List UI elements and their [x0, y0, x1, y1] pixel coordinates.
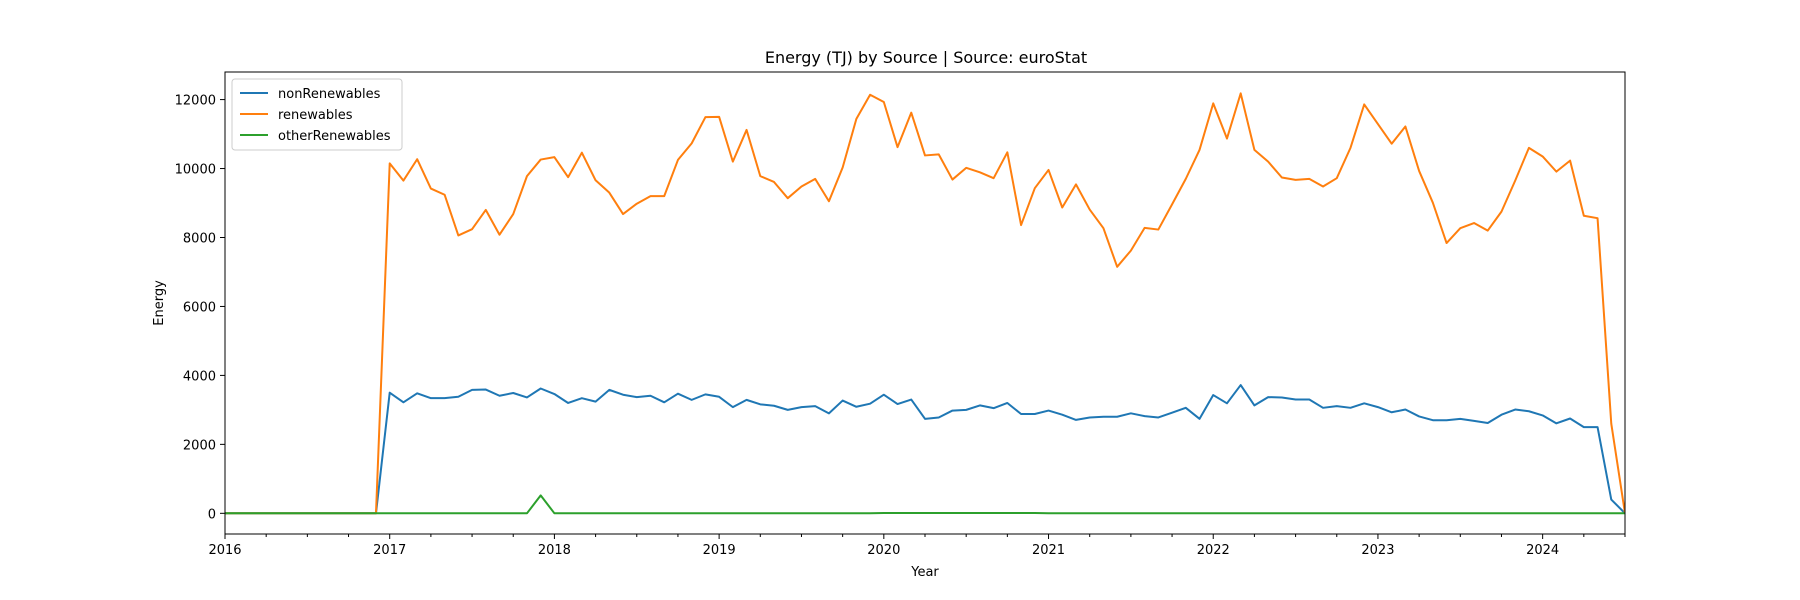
y-axis: 0 2000 4000 6000 8000 10000 12000	[175, 94, 225, 522]
y-tick-label: 0	[208, 507, 216, 522]
series-line-otherRenewables	[225, 494, 1625, 515]
y-tick-label: 12000	[175, 94, 216, 109]
x-tick-label: 2018	[538, 543, 571, 558]
x-tick-label: 2020	[867, 543, 900, 558]
y-tick-label: 2000	[183, 438, 216, 453]
y-tick-label: 4000	[183, 369, 216, 384]
plot-area	[225, 92, 1625, 515]
x-tick-label: 2017	[373, 543, 406, 558]
y-tick-label: 6000	[183, 300, 216, 315]
series-line-renewables	[225, 92, 1625, 515]
legend-box	[231, 78, 403, 151]
legend-label-otherRenewables: otherRenewables	[278, 129, 391, 144]
x-tick-label: 2022	[1197, 543, 1230, 558]
x-tick-label: 2023	[1361, 543, 1394, 558]
series-line-nonRenewables	[225, 384, 1625, 515]
x-tick-label: 2019	[703, 543, 736, 558]
chart-title: Energy (TJ) by Source | Source: euroStat	[765, 48, 1087, 67]
x-tick-label: 2021	[1032, 543, 1065, 558]
y-tick-label: 8000	[183, 231, 216, 246]
x-axis-label: Year	[910, 565, 939, 580]
y-tick-label: 10000	[175, 163, 216, 178]
legend-label-renewables: renewables	[278, 108, 353, 123]
x-axis: 2016 2017 2018 2019 2020 2021 2022 2023 2024	[208, 534, 1626, 558]
y-axis-label: Energy	[152, 280, 167, 326]
legend: nonRenewables renewables otherRenewables	[231, 78, 403, 151]
series-layer	[225, 92, 1625, 515]
x-tick-label: 2024	[1526, 543, 1559, 558]
x-tick-label: 2016	[208, 543, 241, 558]
legend-label-nonRenewables: nonRenewables	[278, 87, 381, 102]
